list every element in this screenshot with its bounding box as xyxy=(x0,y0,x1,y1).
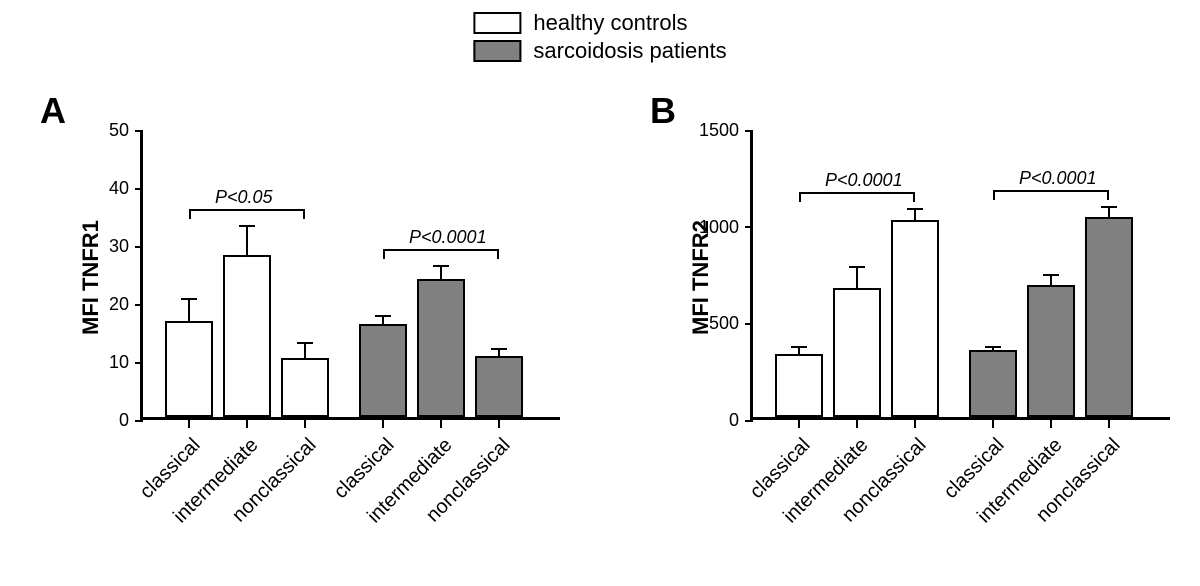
ytick-mark xyxy=(745,226,753,228)
xtick-mark xyxy=(440,420,442,428)
ytick-label: 40 xyxy=(109,178,135,199)
panel-b: B MFI TNFR2 050010001500classicalinterme… xyxy=(650,90,1200,580)
ytick-mark xyxy=(135,420,143,422)
xtick-mark xyxy=(856,420,858,428)
legend-swatch-sarcoidosis xyxy=(473,40,521,62)
ytick: 40 xyxy=(109,178,143,199)
ytick-label: 0 xyxy=(729,410,745,431)
legend-item-healthy: healthy controls xyxy=(473,10,726,36)
legend: healthy controls sarcoidosis patients xyxy=(473,10,726,64)
ytick-mark xyxy=(135,362,143,364)
xtick-mark xyxy=(498,420,500,428)
ytick: 1000 xyxy=(699,217,753,238)
ytick: 0 xyxy=(119,410,143,431)
xtick-mark xyxy=(246,420,248,428)
ytick: 30 xyxy=(109,236,143,257)
ytick: 20 xyxy=(109,294,143,315)
ytick: 500 xyxy=(709,313,753,334)
pvalue-label: P<0.0001 xyxy=(409,227,487,248)
xtick-mark xyxy=(304,420,306,428)
panel-a-plot: 01020304050classicalintermediatenonclass… xyxy=(140,130,560,420)
ytick-label: 1000 xyxy=(699,217,745,238)
ytick-mark xyxy=(745,323,753,325)
legend-label-sarcoidosis: sarcoidosis patients xyxy=(533,38,726,64)
xtick-mark xyxy=(382,420,384,428)
panel-b-plot: 050010001500classicalintermediatenonclas… xyxy=(750,130,1170,420)
xtick-mark xyxy=(1108,420,1110,428)
ytick-mark xyxy=(135,246,143,248)
ytick-label: 0 xyxy=(119,410,135,431)
xtick-mark xyxy=(1050,420,1052,428)
legend-swatch-healthy xyxy=(473,12,521,34)
pvalue-bracket xyxy=(753,130,1170,417)
ytick-mark xyxy=(745,130,753,132)
panel-a: A MFI TNFR1 01020304050classicalintermed… xyxy=(40,90,600,580)
ytick: 10 xyxy=(109,352,143,373)
ytick: 0 xyxy=(729,410,753,431)
legend-item-sarcoidosis: sarcoidosis patients xyxy=(473,38,726,64)
ytick-label: 20 xyxy=(109,294,135,315)
ytick-mark xyxy=(745,420,753,422)
legend-label-healthy: healthy controls xyxy=(533,10,687,36)
xtick-mark xyxy=(914,420,916,428)
panel-a-ylabel: MFI TNFR1 xyxy=(78,220,104,335)
panel-b-letter: B xyxy=(650,90,676,132)
ytick-mark xyxy=(135,304,143,306)
ytick-label: 10 xyxy=(109,352,135,373)
ytick-label: 500 xyxy=(709,313,745,334)
pvalue-label: P<0.0001 xyxy=(1019,168,1097,189)
ytick: 1500 xyxy=(699,120,753,141)
xtick-mark xyxy=(188,420,190,428)
ytick-label: 30 xyxy=(109,236,135,257)
ytick-mark xyxy=(135,130,143,132)
ytick-mark xyxy=(135,188,143,190)
ytick: 50 xyxy=(109,120,143,141)
pvalue-bracket xyxy=(143,130,560,417)
panel-a-letter: A xyxy=(40,90,66,132)
ytick-label: 1500 xyxy=(699,120,745,141)
ytick-label: 50 xyxy=(109,120,135,141)
xtick-mark xyxy=(798,420,800,428)
xtick-mark xyxy=(992,420,994,428)
